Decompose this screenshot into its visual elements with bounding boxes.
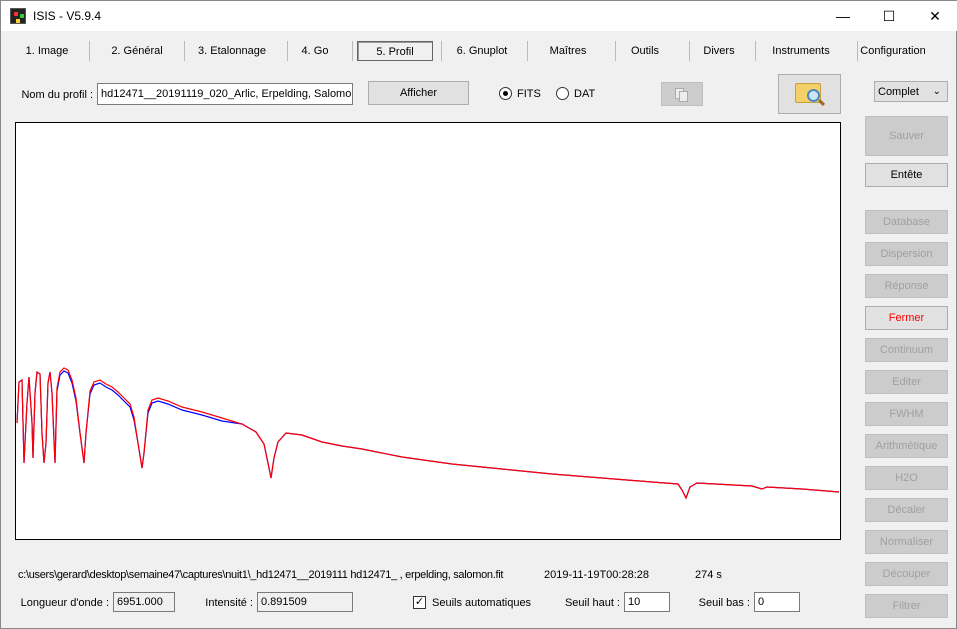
profile-name-label: Nom du profil : bbox=[21, 89, 93, 101]
tab-4[interactable]: 4. Go bbox=[301, 45, 329, 57]
tab-divider bbox=[89, 41, 90, 61]
side-button-sauver[interactable]: Sauver bbox=[865, 116, 948, 156]
fits-label: FITS bbox=[517, 88, 541, 100]
side-button-h2o[interactable]: H2O bbox=[865, 466, 948, 490]
date-obs: 2019-11-19T00:28:28 bbox=[544, 569, 649, 581]
tab-divider bbox=[352, 41, 353, 61]
side-button-editer[interactable]: Editer bbox=[865, 370, 948, 394]
show-button[interactable]: Afficher bbox=[368, 81, 469, 105]
spectrum-series-blue bbox=[16, 370, 840, 500]
tab-7[interactable]: Maîtres bbox=[549, 45, 587, 57]
fits-radio[interactable] bbox=[499, 87, 512, 100]
intensity-field: 0.891509 bbox=[257, 592, 353, 612]
tab-6[interactable]: 6. Gnuplot bbox=[456, 45, 508, 57]
spectrum-series-red bbox=[16, 367, 840, 500]
chevron-down-icon: ⌄ bbox=[932, 86, 941, 97]
tab-2[interactable]: 2. Général bbox=[111, 45, 163, 57]
tab-divider bbox=[755, 41, 756, 61]
mode-select[interactable]: Complet ⌄ bbox=[874, 81, 948, 102]
dat-label: DAT bbox=[574, 88, 596, 100]
side-button-normaliser[interactable]: Normaliser bbox=[865, 530, 948, 554]
tab-3[interactable]: 3. Etalonnage bbox=[198, 45, 266, 57]
maximize-button[interactable]: ☐ bbox=[882, 8, 896, 24]
tab-10[interactable]: Instruments bbox=[772, 45, 830, 57]
wavelength-field: 6951.000 bbox=[113, 592, 175, 612]
wavelength-label: Longueur d'onde : bbox=[20, 597, 109, 609]
tab-divider bbox=[615, 41, 616, 61]
tab-divider bbox=[689, 41, 690, 61]
low-threshold-input[interactable]: 0 bbox=[754, 592, 800, 612]
side-button-decouper[interactable]: Découper bbox=[865, 562, 948, 586]
auto-threshold-label: Seuils automatiques bbox=[432, 597, 532, 609]
minimize-button[interactable]: — bbox=[836, 8, 850, 24]
open-file-button[interactable] bbox=[778, 74, 841, 114]
title-bar: ISIS - V5.9.4 — ☐ ✕ bbox=[1, 1, 957, 31]
side-button-filtrer[interactable]: Filtrer bbox=[865, 594, 948, 618]
file-path: c:\users\gerard\desktop\semaine47\captur… bbox=[18, 569, 504, 581]
tab-divider bbox=[184, 41, 185, 61]
tab-8[interactable]: Outils bbox=[630, 45, 660, 57]
profile-name-input[interactable]: hd12471__20191119_020_Arlic, Erpelding, … bbox=[97, 83, 353, 105]
low-threshold-label: Seuil bas : bbox=[698, 597, 750, 609]
high-threshold-label: Seuil haut : bbox=[564, 597, 620, 609]
dat-radio[interactable] bbox=[556, 87, 569, 100]
auto-threshold-checkbox[interactable]: ✓ bbox=[413, 596, 426, 609]
window-title: ISIS - V5.9.4 bbox=[33, 9, 102, 23]
exposure: 274 s bbox=[695, 569, 722, 581]
side-button-entete[interactable]: Entête bbox=[865, 163, 948, 187]
intensity-label: Intensité : bbox=[205, 597, 253, 609]
side-button-dispersion[interactable]: Dispersion bbox=[865, 242, 948, 266]
tab-divider bbox=[441, 41, 442, 61]
tab-11[interactable]: Configuration bbox=[860, 45, 926, 57]
close-button[interactable]: ✕ bbox=[929, 8, 941, 24]
side-button-continuum[interactable]: Continuum bbox=[865, 338, 948, 362]
side-button-reponse[interactable]: Réponse bbox=[865, 274, 948, 298]
side-button-database[interactable]: Database bbox=[865, 210, 948, 234]
app-icon bbox=[10, 8, 26, 24]
tab-5[interactable]: 5. Profil bbox=[357, 41, 433, 61]
side-button-fermer[interactable]: Fermer bbox=[865, 306, 948, 330]
tab-9[interactable]: Divers bbox=[703, 45, 735, 57]
tab-divider bbox=[527, 41, 528, 61]
high-threshold-input[interactable]: 10 bbox=[624, 592, 670, 612]
tab-1[interactable]: 1. Image bbox=[25, 45, 69, 57]
tab-divider bbox=[857, 41, 858, 61]
spectrum-plot[interactable] bbox=[15, 122, 841, 540]
side-button-fwhm[interactable]: FWHM bbox=[865, 402, 948, 426]
side-button-arithmetique[interactable]: Arithmétique bbox=[865, 434, 948, 458]
tab-divider bbox=[287, 41, 288, 61]
copy-button[interactable] bbox=[661, 82, 703, 106]
side-button-decaler[interactable]: Décaler bbox=[865, 498, 948, 522]
